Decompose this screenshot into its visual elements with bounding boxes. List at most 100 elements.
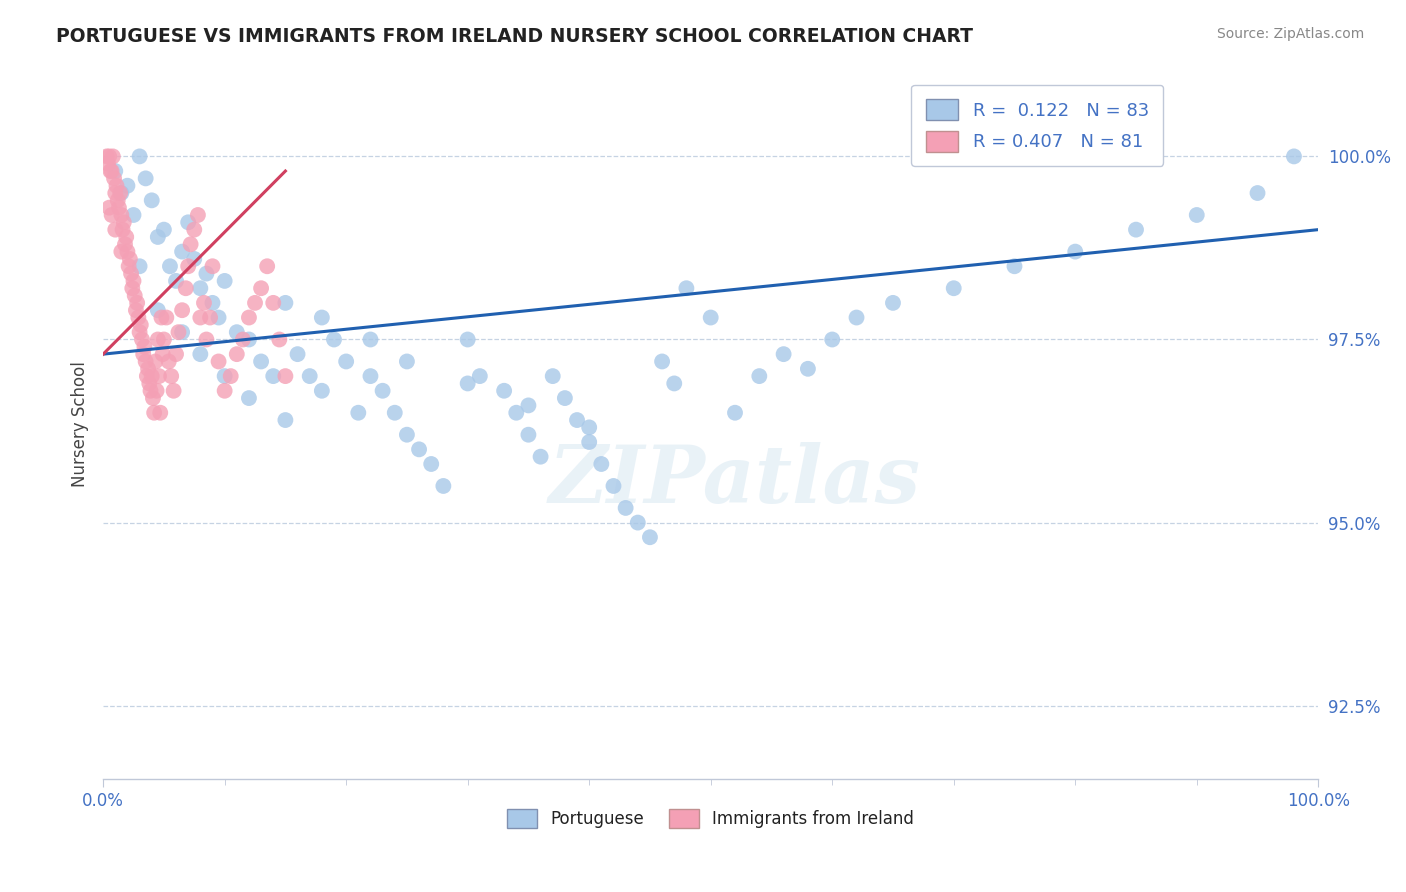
Point — [243, 296, 266, 310]
Point — [118, 252, 141, 266]
Point — [159, 259, 181, 273]
Point — [150, 310, 173, 325]
Point — [565, 413, 588, 427]
Text: Source: ZipAtlas.com: Source: ZipAtlas.com — [1216, 27, 1364, 41]
Point — [627, 516, 650, 530]
Point — [225, 325, 247, 339]
Point — [494, 384, 516, 398]
Point — [274, 296, 297, 310]
Point — [180, 237, 202, 252]
Point — [845, 310, 868, 325]
Point — [131, 333, 153, 347]
Point — [104, 186, 127, 200]
Point — [529, 450, 551, 464]
Point — [214, 384, 236, 398]
Point — [675, 281, 697, 295]
Point — [664, 376, 686, 391]
Point — [104, 164, 127, 178]
Point — [165, 274, 187, 288]
Point — [638, 530, 661, 544]
Point — [143, 406, 166, 420]
Point — [132, 347, 155, 361]
Point — [142, 391, 165, 405]
Point — [591, 457, 613, 471]
Point — [724, 406, 747, 420]
Point — [225, 347, 247, 361]
Point — [115, 230, 138, 244]
Point — [395, 354, 418, 368]
Point — [517, 427, 540, 442]
Point — [578, 420, 600, 434]
Point — [155, 310, 177, 325]
Point — [148, 369, 170, 384]
Point — [145, 384, 167, 398]
Point — [105, 178, 128, 193]
Point — [274, 413, 297, 427]
Point — [134, 340, 156, 354]
Point — [135, 354, 157, 368]
Point — [172, 303, 194, 318]
Point — [1004, 259, 1026, 273]
Point — [174, 281, 197, 295]
Point — [311, 384, 333, 398]
Point — [122, 208, 145, 222]
Point — [772, 347, 794, 361]
Point — [298, 369, 321, 384]
Point — [1185, 208, 1208, 222]
Point — [578, 435, 600, 450]
Point — [468, 369, 491, 384]
Point — [172, 325, 194, 339]
Point — [117, 259, 139, 273]
Y-axis label: Nursery School: Nursery School — [72, 360, 89, 487]
Point — [554, 391, 576, 405]
Point — [111, 222, 134, 236]
Point — [748, 369, 770, 384]
Point — [384, 406, 406, 420]
Point — [152, 347, 174, 361]
Point — [153, 222, 176, 236]
Legend: Portuguese, Immigrants from Ireland: Portuguese, Immigrants from Ireland — [501, 802, 921, 835]
Point — [517, 398, 540, 412]
Point — [141, 194, 163, 208]
Point — [121, 281, 143, 295]
Point — [238, 310, 260, 325]
Point — [183, 252, 205, 266]
Point — [100, 164, 122, 178]
Point — [250, 354, 273, 368]
Point — [104, 222, 127, 236]
Point — [602, 479, 624, 493]
Point — [942, 281, 965, 295]
Point — [541, 369, 564, 384]
Point — [1125, 222, 1147, 236]
Point — [167, 325, 190, 339]
Point — [114, 237, 136, 252]
Point — [165, 347, 187, 361]
Point — [136, 361, 159, 376]
Point — [122, 274, 145, 288]
Point — [141, 369, 163, 384]
Point — [201, 259, 224, 273]
Point — [177, 259, 200, 273]
Point — [138, 376, 160, 391]
Point — [651, 354, 673, 368]
Point — [125, 303, 148, 318]
Point — [110, 186, 132, 200]
Point — [172, 244, 194, 259]
Point — [821, 333, 844, 347]
Point — [432, 479, 454, 493]
Point — [505, 406, 527, 420]
Point — [882, 296, 904, 310]
Point — [256, 259, 278, 273]
Point — [188, 281, 211, 295]
Point — [193, 296, 215, 310]
Point — [195, 267, 218, 281]
Point — [187, 208, 209, 222]
Point — [408, 442, 430, 457]
Point — [359, 369, 381, 384]
Point — [359, 333, 381, 347]
Point — [269, 333, 291, 347]
Point — [145, 354, 167, 368]
Point — [103, 171, 125, 186]
Point — [335, 354, 357, 368]
Point — [101, 149, 124, 163]
